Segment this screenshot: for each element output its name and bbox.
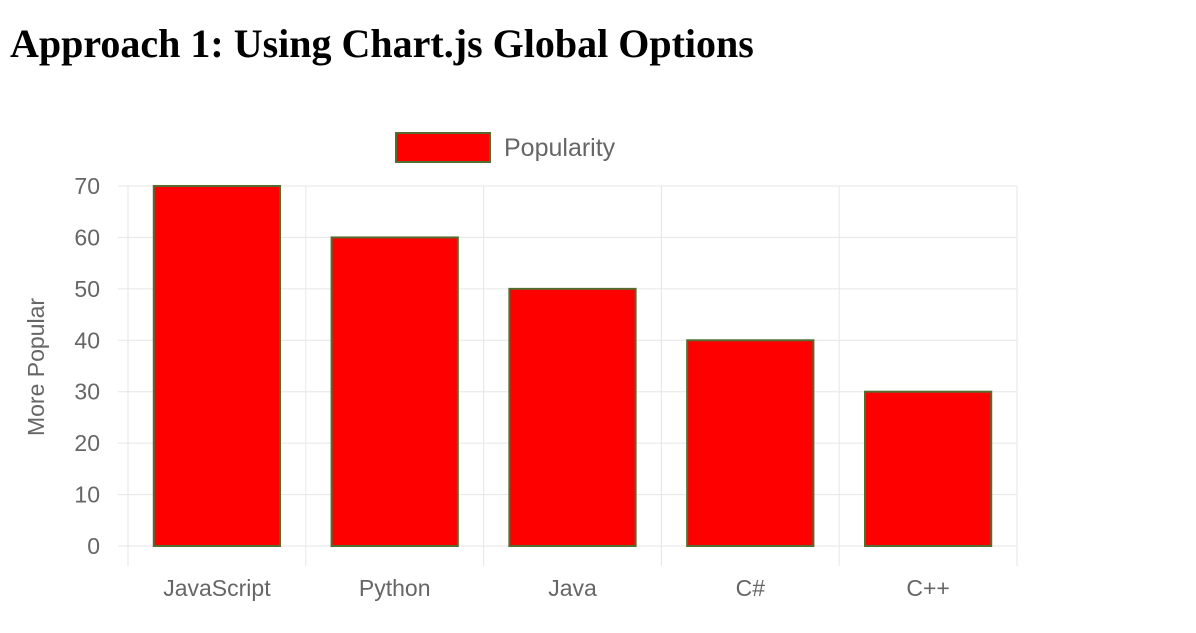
page-title: Approach 1: Using Chart.js Global Option… [10, 21, 754, 66]
x-tick-label: Python [359, 575, 431, 601]
y-axis-title: More Popular [23, 298, 49, 436]
bars [152, 185, 993, 548]
x-axis-ticks: JavaScript Python Java C# C++ [163, 575, 950, 601]
y-tick-label: 60 [74, 224, 100, 250]
legend[interactable]: Popularity [395, 132, 616, 163]
y-tick-label: 40 [74, 327, 100, 353]
y-tick-label: 20 [74, 430, 100, 456]
y-tick-label: 10 [74, 482, 100, 508]
legend-swatch [395, 132, 491, 163]
y-axis-ticks: 0 10 20 30 40 50 60 70 [74, 173, 100, 559]
y-tick-label: 30 [74, 379, 100, 405]
bar-chart: 0 10 20 30 40 50 60 70 JavaScript Python Java C# C+… [23, 132, 1018, 601]
y-tick-label: 50 [74, 276, 100, 302]
chart-container: 0 10 20 30 40 50 60 70 JavaScript Python Java C# C+… [0, 110, 1196, 628]
x-tick-label: Java [548, 575, 597, 601]
x-tick-label: C# [736, 575, 766, 601]
y-tick-label: 70 [74, 173, 100, 199]
bar[interactable] [863, 390, 993, 548]
bar[interactable] [686, 339, 815, 547]
x-tick-label: JavaScript [163, 575, 271, 601]
y-tick-label: 0 [87, 533, 100, 559]
bar[interactable] [508, 287, 637, 547]
legend-label: Popularity [504, 134, 616, 162]
x-tick-label: C++ [906, 575, 949, 601]
bar[interactable] [152, 185, 282, 547]
bar[interactable] [330, 236, 459, 548]
